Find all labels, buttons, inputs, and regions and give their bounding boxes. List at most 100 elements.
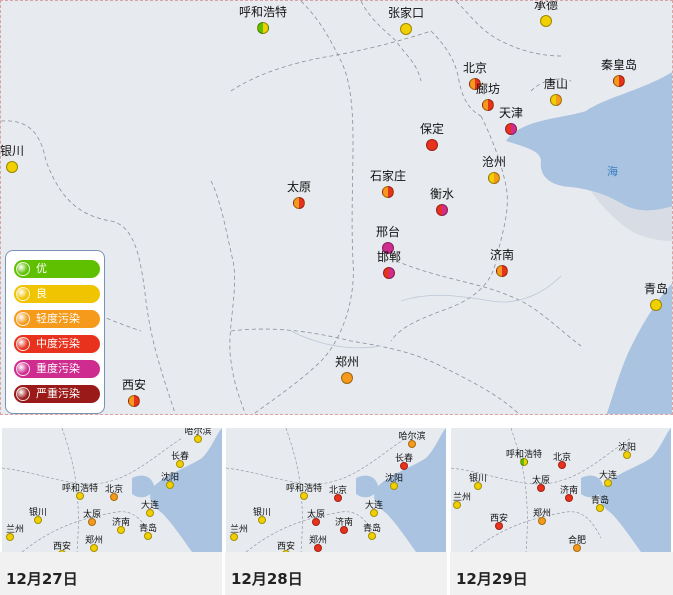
thumbnail-date-2: 12月28日 <box>231 570 303 588</box>
thumbnail-city-label: 哈尔滨 <box>398 432 426 442</box>
caption-bar-1: 12月27日 <box>0 552 222 595</box>
thumbnail-aqi-dot[interactable] <box>495 522 503 530</box>
thumbnail-aqi-dot[interactable] <box>34 516 42 524</box>
city-aqi-dot[interactable] <box>436 204 448 216</box>
thumbnail-aqi-dot[interactable] <box>110 493 118 501</box>
city-aqi-dot[interactable] <box>650 299 662 311</box>
thumbnail-city-label: 济南 <box>111 518 131 528</box>
legend-ball-icon <box>16 362 30 376</box>
thumbnail-city-label: 大连 <box>140 501 160 511</box>
city-aqi-dot[interactable] <box>400 23 412 35</box>
city-aqi-dot[interactable] <box>469 78 481 90</box>
city-aqi-dot[interactable] <box>257 22 269 34</box>
thumbnail-city-label: 银川 <box>252 508 272 518</box>
city-aqi-dot[interactable] <box>6 161 18 173</box>
city-aqi-dot[interactable] <box>482 99 494 111</box>
thumbnail-city-label: 呼和浩特 <box>505 450 543 460</box>
thumbnail-city-label: 北京 <box>328 486 348 496</box>
caption-bar-2: 12月28日 <box>225 552 447 595</box>
thumbnail-aqi-dot[interactable] <box>88 518 96 526</box>
thumbnail-aqi-dot[interactable] <box>474 482 482 490</box>
thumbnail-aqi-dot[interactable] <box>368 532 376 540</box>
thumbnail-aqi-dot[interactable] <box>596 504 604 512</box>
legend-ball-icon <box>16 312 30 326</box>
thumbnail-aqi-dot[interactable] <box>453 501 461 509</box>
thumbnail-aqi-dot[interactable] <box>408 440 416 448</box>
thumbnail-city-label: 北京 <box>552 453 572 463</box>
thumbnail-city-label: 哈尔滨 <box>184 428 212 437</box>
thumbnail-aqi-dot[interactable] <box>144 532 152 540</box>
legend-label: 重度污染 <box>36 362 80 375</box>
thumbnail-aqi-dot[interactable] <box>340 526 348 534</box>
caption-bar-3: 12月29日 <box>450 552 673 595</box>
thumbnail-map-1[interactable]: 哈尔滨 长春 沈阳 呼和浩特 北京 银川 太原 济南 大连 青岛 兰州 西安 郑州 <box>2 428 222 552</box>
city-aqi-dot[interactable] <box>382 242 394 254</box>
legend-item: 良 <box>14 285 100 303</box>
thumbnail-city-label: 合肥 <box>567 536 587 546</box>
city-label: 唐山 <box>543 77 569 91</box>
city-label: 衡水 <box>429 187 455 201</box>
thumbnail-map-2[interactable]: 哈尔滨 长春 沈阳 呼和浩特 北京 银川 太原 济南 大连 青岛 兰州 西安 郑州 <box>226 428 446 552</box>
thumbnail-city-label: 太原 <box>82 510 102 520</box>
legend-item: 轻度污染 <box>14 310 100 328</box>
thumbnail-aqi-dot[interactable] <box>194 435 202 443</box>
thumbnail-aqi-dot[interactable] <box>300 492 308 500</box>
city-label: 青岛 <box>643 282 669 296</box>
thumbnail-aqi-dot[interactable] <box>117 526 125 534</box>
thumbnail-aqi-dot[interactable] <box>90 544 98 552</box>
thumbnail-aqi-dot[interactable] <box>166 481 174 489</box>
city-aqi-dot[interactable] <box>341 372 353 384</box>
thumbnail-aqi-dot[interactable] <box>312 518 320 526</box>
thumbnail-base-layer <box>451 428 671 552</box>
city-aqi-dot[interactable] <box>488 172 500 184</box>
thumbnail-map-3[interactable]: 沈阳 呼和浩特 北京 银川 太原 济南 大连 青岛 兰州 西安 郑州 合肥 <box>451 428 671 552</box>
legend-label: 中度污染 <box>36 337 80 350</box>
thumbnail-city-label: 郑州 <box>308 536 328 546</box>
thumbnail-city-label: 青岛 <box>590 496 610 506</box>
city-label: 石家庄 <box>369 169 407 183</box>
sea-label: 海 <box>607 165 618 178</box>
thumbnail-aqi-dot[interactable] <box>565 494 573 502</box>
city-label: 天津 <box>498 106 524 120</box>
thumbnail-base-layer <box>226 428 446 552</box>
thumbnail-aqi-dot[interactable] <box>558 461 566 469</box>
thumbnail-aqi-dot[interactable] <box>370 509 378 517</box>
legend-ball-icon <box>16 262 30 276</box>
legend-item: 优 <box>14 260 100 278</box>
thumbnail-aqi-dot[interactable] <box>6 533 14 541</box>
thumbnail-aqi-dot[interactable] <box>537 484 545 492</box>
city-aqi-dot[interactable] <box>540 15 552 27</box>
thumbnail-aqi-dot[interactable] <box>314 544 322 552</box>
thumbnail-aqi-dot[interactable] <box>230 533 238 541</box>
thumbnail-aqi-dot[interactable] <box>334 494 342 502</box>
thumbnail-city-label: 呼和浩特 <box>61 484 99 494</box>
thumbnail-aqi-dot[interactable] <box>538 517 546 525</box>
city-aqi-dot[interactable] <box>293 197 305 209</box>
legend-item: 严重污染 <box>14 385 100 403</box>
thumbnail-aqi-dot[interactable] <box>573 544 581 552</box>
thumbnail-city-label: 长春 <box>170 452 190 462</box>
city-aqi-dot[interactable] <box>382 186 394 198</box>
city-label: 呼和浩特 <box>238 5 288 19</box>
city-aqi-dot[interactable] <box>505 123 517 135</box>
thumbnail-date-3: 12月29日 <box>456 570 528 588</box>
city-aqi-dot[interactable] <box>128 395 140 407</box>
thumbnail-aqi-dot[interactable] <box>176 460 184 468</box>
city-label: 太原 <box>286 180 312 194</box>
city-aqi-dot[interactable] <box>550 94 562 106</box>
thumbnail-city-label: 兰州 <box>6 525 25 535</box>
thumbnail-aqi-dot[interactable] <box>390 482 398 490</box>
thumbnail-aqi-dot[interactable] <box>623 451 631 459</box>
city-aqi-dot[interactable] <box>383 267 395 279</box>
city-aqi-dot[interactable] <box>426 139 438 151</box>
thumbnail-aqi-dot[interactable] <box>604 479 612 487</box>
thumbnail-aqi-dot[interactable] <box>400 462 408 470</box>
thumbnail-aqi-dot[interactable] <box>258 516 266 524</box>
thumbnail-aqi-dot[interactable] <box>146 509 154 517</box>
city-aqi-dot[interactable] <box>613 75 625 87</box>
thumbnail-aqi-dot[interactable] <box>520 458 528 466</box>
legend-label: 严重污染 <box>36 387 80 400</box>
thumbnail-aqi-dot[interactable] <box>76 492 84 500</box>
city-aqi-dot[interactable] <box>496 265 508 277</box>
city-label: 承德 <box>533 0 559 12</box>
